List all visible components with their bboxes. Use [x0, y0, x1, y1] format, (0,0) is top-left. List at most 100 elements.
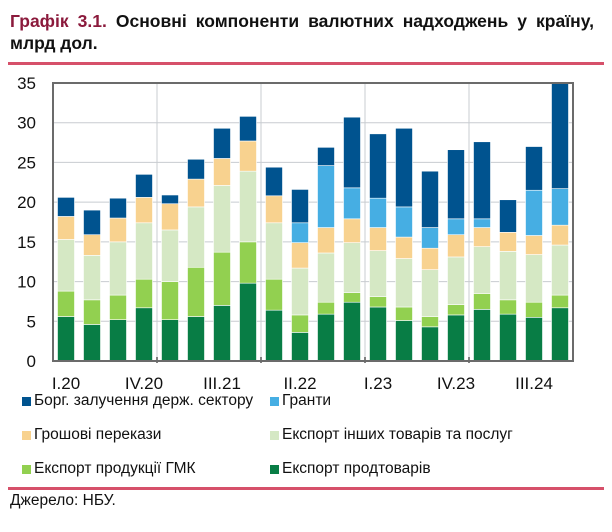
bar-segment	[421, 326, 439, 362]
bar-segment	[187, 178, 205, 208]
legend-label: Експорт інших товарів та послуг	[282, 426, 513, 443]
bar-segment	[213, 158, 231, 186]
bar-segment	[421, 247, 439, 270]
bar-segment	[551, 224, 569, 246]
legend-swatch	[22, 464, 31, 474]
legend-item-other-exports: Експорт інших товарів та послуг	[270, 426, 513, 444]
bar-segment	[525, 317, 543, 362]
bar-segment	[161, 194, 179, 205]
bar-segment	[187, 206, 205, 268]
bar-segment	[187, 266, 205, 317]
bar-segment	[83, 255, 101, 301]
x-tick-label: I.23	[364, 374, 392, 390]
bar-segment	[343, 116, 361, 189]
bar-segment	[369, 227, 387, 251]
bar-segment	[109, 319, 127, 362]
bar-segment	[213, 251, 231, 306]
bar-segment	[83, 299, 101, 325]
bar-segment	[317, 147, 335, 166]
bar-segment	[551, 307, 569, 362]
bar-segment	[291, 242, 309, 269]
bar-segment	[57, 197, 75, 217]
bar-segment	[109, 217, 127, 243]
bar-segment	[473, 218, 491, 228]
bar-segment	[447, 149, 465, 220]
bar-segment	[135, 197, 153, 224]
bar-segment	[421, 170, 439, 228]
chart-title: Графік 3.1. Основні компоненти валютних …	[10, 10, 594, 54]
bar-segment	[395, 206, 413, 238]
bar-segment	[265, 309, 283, 362]
legend-item-remittances: Грошові перекази	[22, 426, 161, 444]
bar-segment	[473, 227, 491, 247]
legend-swatch	[270, 464, 279, 474]
bar-segment	[213, 305, 231, 362]
legend-label: Експорт продукції ГМК	[34, 460, 196, 477]
y-tick-label: 20	[17, 193, 36, 212]
chart-number: Графік 3.1.	[10, 11, 107, 31]
bar-segment	[395, 236, 413, 259]
y-tick-label: 10	[17, 273, 36, 292]
bar-segment	[395, 127, 413, 208]
bar-segment	[343, 218, 361, 243]
bar-segment	[447, 304, 465, 316]
bar-segment	[239, 241, 257, 284]
y-tick-label: 25	[17, 153, 36, 172]
legend-item-grants: Гранти	[270, 392, 331, 410]
bar-segment	[83, 324, 101, 362]
bar-segment	[161, 319, 179, 362]
chart-title-text: Основні компоненти валютних надходжень у…	[10, 11, 594, 53]
bar-segment	[343, 292, 361, 303]
bar-segment	[239, 282, 257, 362]
x-tick-label: II.22	[283, 374, 316, 390]
bar-segment	[369, 250, 387, 297]
legend-swatch	[270, 430, 279, 440]
bar-segment	[395, 258, 413, 308]
bar-segment	[291, 222, 309, 243]
bar-segment	[499, 313, 517, 362]
y-tick-label: 0	[27, 352, 36, 371]
bar-segment	[369, 133, 387, 199]
bar-segment	[291, 189, 309, 224]
bar-segment	[447, 256, 465, 305]
bar-segment	[265, 166, 283, 197]
bar-segment	[421, 316, 439, 328]
bar-segment	[291, 314, 309, 333]
bar-segment	[161, 229, 179, 282]
bar-segment	[135, 307, 153, 362]
title-divider	[8, 62, 604, 65]
bar-segment	[83, 234, 101, 256]
x-tick-label: III.21	[203, 374, 241, 390]
bar-segment	[265, 222, 283, 280]
y-tick-label: 35	[17, 74, 36, 93]
bar-segment	[499, 299, 517, 315]
legend-swatch	[22, 396, 31, 406]
bar-segment	[499, 232, 517, 252]
bar-segment	[317, 165, 335, 228]
legend-item-metallurgy: Експорт продукції ГМК	[22, 460, 196, 478]
bar-segment	[551, 82, 569, 189]
y-tick-label: 15	[17, 233, 36, 252]
bar-segment	[57, 316, 75, 362]
bar-segment	[135, 278, 153, 309]
legend-item-food-exports: Експорт продтоварів	[270, 460, 431, 478]
bar-segment	[317, 252, 335, 303]
bar-segment	[525, 235, 543, 255]
bar-segment	[239, 116, 257, 142]
bar-segment	[291, 267, 309, 316]
bar-segment	[265, 278, 283, 311]
bar-segment	[213, 185, 231, 253]
x-tick-label: IV.23	[437, 374, 475, 390]
bar-segment	[525, 146, 543, 191]
bar-segment	[135, 222, 153, 280]
bar-segment	[551, 294, 569, 309]
bar-segment	[213, 127, 231, 159]
bar-segment	[525, 254, 543, 303]
bar-segment	[109, 197, 127, 219]
bar-segment	[317, 313, 335, 362]
y-tick-label: 5	[27, 312, 36, 331]
bar-segment	[525, 301, 543, 318]
bar-segment	[395, 320, 413, 362]
bar-segment	[473, 141, 491, 220]
bar-segment	[161, 281, 179, 320]
